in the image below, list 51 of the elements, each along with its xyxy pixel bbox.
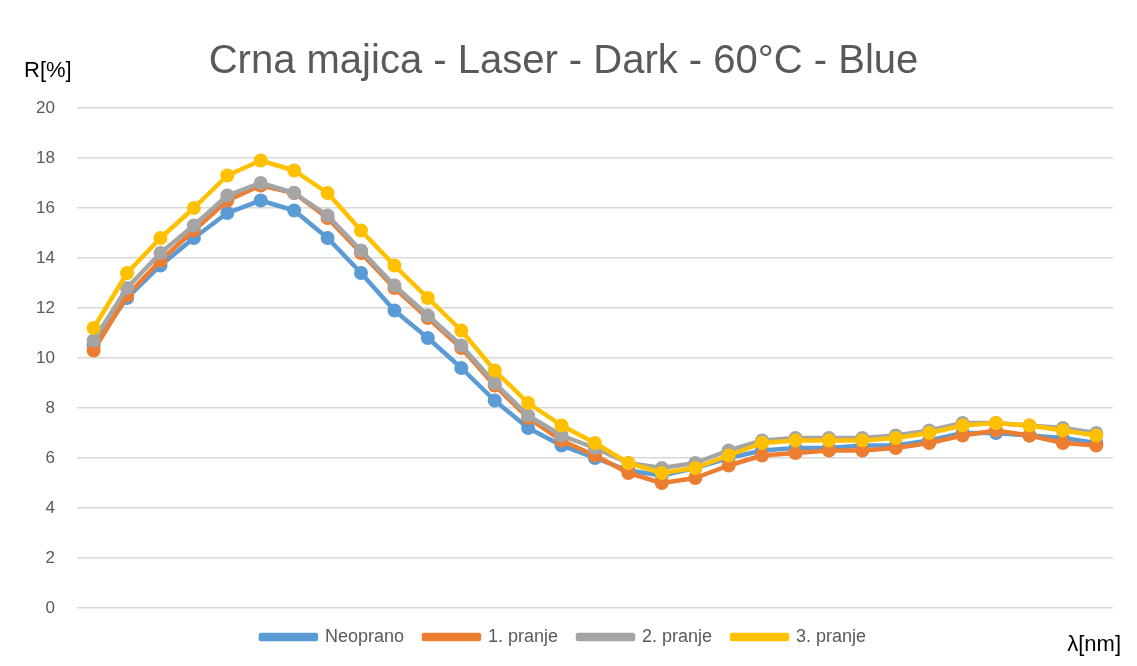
legend-label: 1. pranje	[487, 625, 559, 646]
point	[354, 223, 368, 238]
point	[354, 266, 368, 280]
point	[287, 203, 302, 218]
point	[86, 321, 101, 335]
point	[587, 436, 602, 450]
point	[420, 331, 435, 345]
point	[320, 231, 335, 245]
point	[220, 188, 235, 203]
y-tick-label: 4	[45, 497, 55, 517]
point	[320, 186, 335, 200]
point	[788, 446, 803, 460]
point	[287, 163, 302, 178]
point	[755, 448, 770, 463]
point	[1055, 436, 1070, 450]
point	[387, 258, 402, 273]
point	[387, 303, 402, 318]
y-tick-label: 0	[45, 597, 55, 617]
legend-label: 2. pranje	[642, 625, 713, 646]
y-tick-label: 12	[35, 297, 55, 317]
chart-title: Crna majica - Laser - Dark - 60°C - Blue	[208, 37, 919, 82]
y-tick-label: 10	[35, 347, 55, 367]
legend-label: Neoprano	[324, 625, 404, 646]
point	[120, 281, 135, 295]
point	[153, 231, 168, 245]
point	[454, 361, 469, 375]
y-tick-label: 20	[35, 97, 55, 117]
point	[454, 323, 469, 338]
legend-label: 3. pranje	[796, 625, 867, 646]
y-tick-label: 2	[45, 547, 55, 567]
point	[86, 333, 101, 348]
point	[153, 246, 168, 260]
point	[253, 153, 268, 168]
y-tick-label: 14	[35, 247, 55, 267]
point	[186, 218, 201, 233]
point	[120, 266, 135, 280]
x-axis-title: λ[nm]	[1067, 631, 1121, 657]
y-tick-label: 6	[45, 447, 55, 467]
point	[487, 393, 502, 408]
point	[186, 201, 201, 215]
point	[220, 168, 235, 183]
point	[487, 363, 502, 378]
point	[420, 291, 435, 305]
y-tick-label: 16	[35, 197, 55, 217]
point	[554, 418, 569, 433]
y-tick-label: 18	[35, 147, 55, 167]
point	[253, 193, 268, 208]
point	[220, 206, 235, 220]
point	[521, 396, 536, 410]
y-tick-label: 8	[45, 397, 55, 417]
y-axis-title: R[%]	[24, 57, 72, 83]
